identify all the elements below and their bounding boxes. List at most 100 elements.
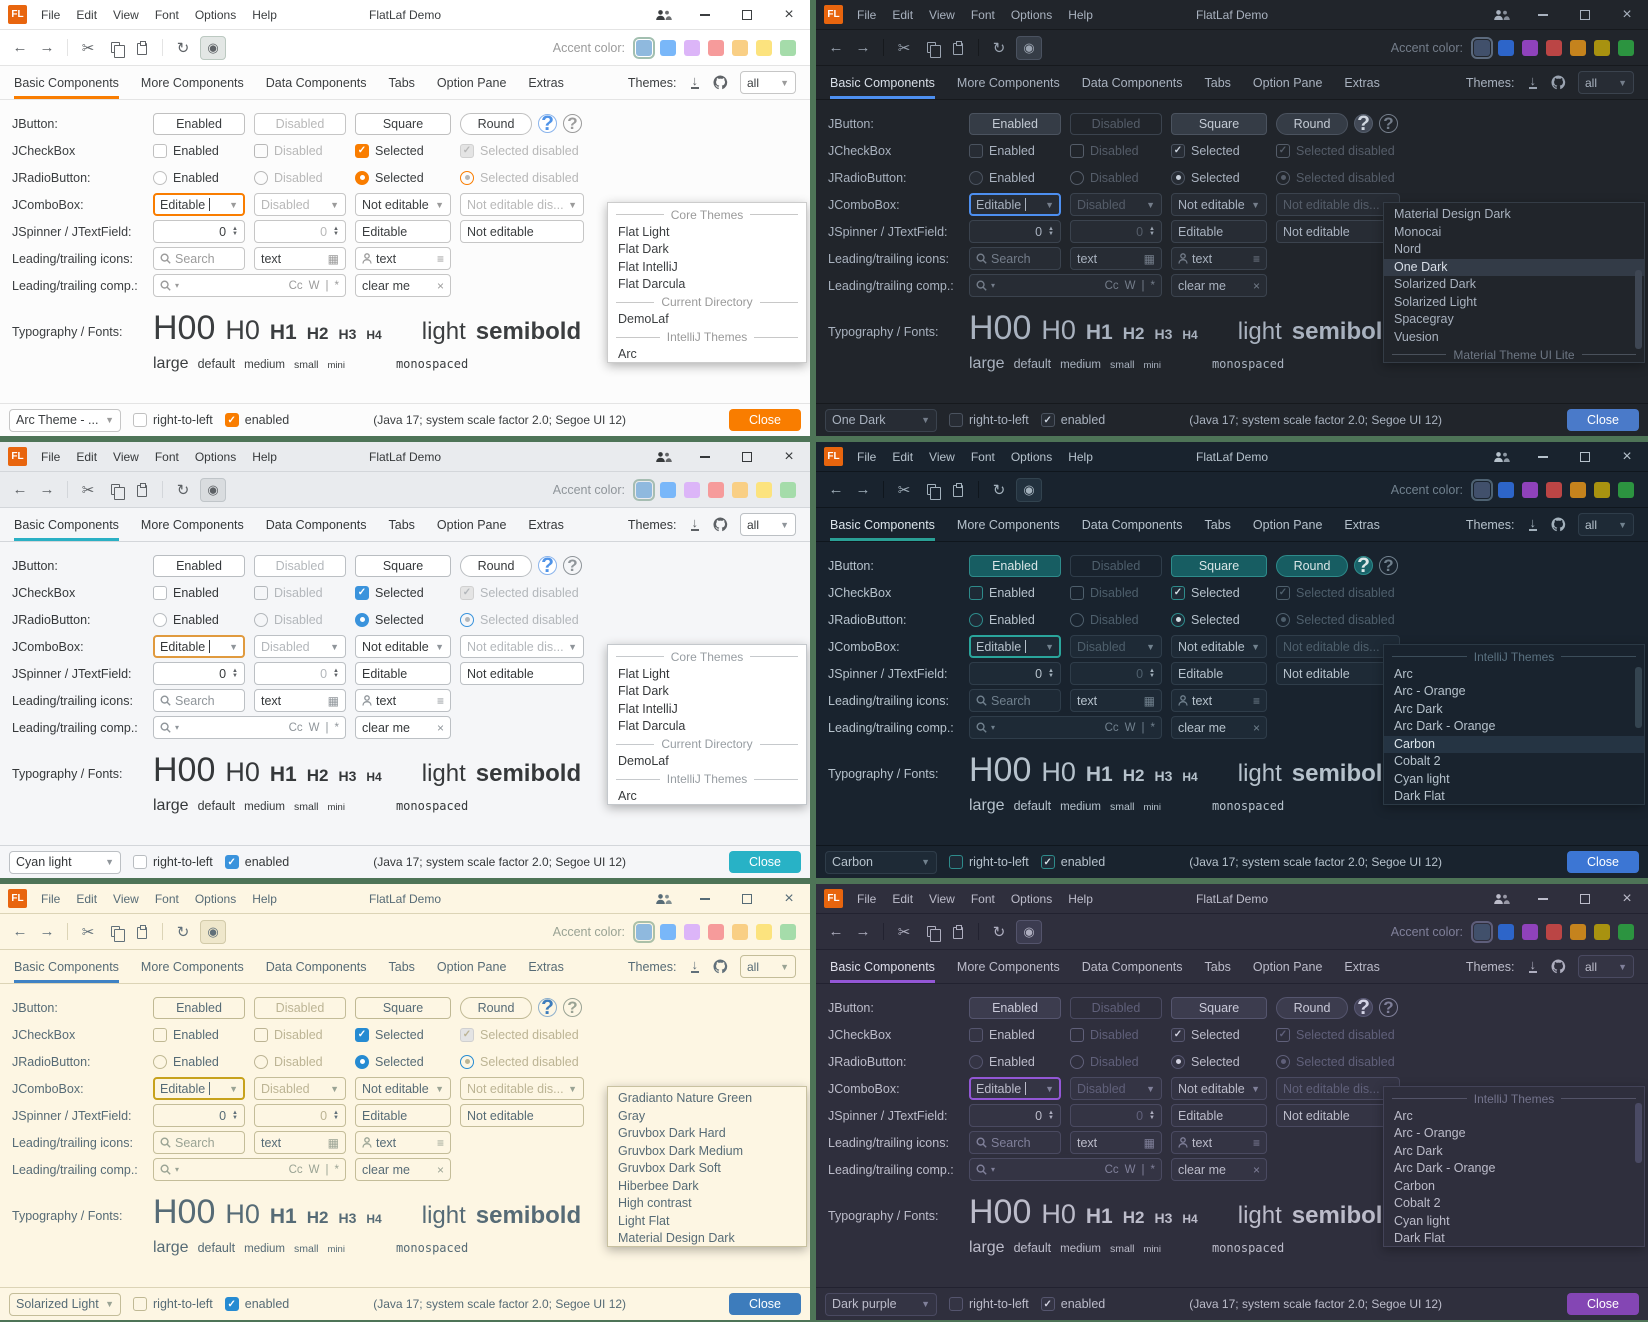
minimize-button[interactable]	[684, 442, 726, 471]
radio-enabled[interactable]: Enabled	[153, 170, 245, 185]
accent-swatch-5[interactable]	[1570, 39, 1586, 56]
editable-textfield[interactable]	[1171, 220, 1267, 243]
theme-list-item[interactable]: Spacegray	[1394, 312, 1454, 326]
accent-swatch-4[interactable]	[1546, 481, 1562, 498]
square-button[interactable]: Square	[1171, 554, 1267, 577]
theme-list-item[interactable]: Arc	[1394, 1108, 1413, 1123]
enabled-checkbox[interactable]: enabled	[1040, 413, 1105, 427]
round-button[interactable]: Round	[1276, 554, 1348, 577]
accent-swatch-1[interactable]	[633, 478, 655, 501]
search-input[interactable]	[175, 693, 238, 708]
tab-basic-components[interactable]: Basic Components	[14, 508, 119, 541]
chevron-down-icon[interactable]: ▾	[991, 723, 996, 732]
users-icon[interactable]	[1480, 884, 1522, 913]
right-to-left-checkbox[interactable]: right-to-left	[949, 1297, 1029, 1311]
enabled-button[interactable]: Enabled	[153, 554, 245, 577]
users-icon[interactable]	[1480, 442, 1522, 471]
chevron-down-icon[interactable]: ▾	[991, 1165, 996, 1174]
copy-icon[interactable]	[105, 920, 125, 944]
paste-icon[interactable]	[948, 478, 968, 502]
editable-textfield-input[interactable]	[362, 666, 444, 681]
clear-icon[interactable]: ×	[1252, 278, 1260, 293]
clear-me-input[interactable]	[1178, 278, 1249, 293]
chevron-down-icon[interactable]: ▼	[229, 641, 238, 652]
checkbox-enabled[interactable]: Enabled	[969, 1027, 1061, 1042]
spinner-arrows-icon[interactable]: ▲ ▼	[232, 1109, 238, 1121]
theme-list-item[interactable]: Flat IntelliJ	[618, 259, 678, 274]
regex-toggle[interactable]: *	[334, 721, 339, 734]
menu-font[interactable]: Font	[970, 449, 995, 464]
radio-enabled[interactable]: Enabled	[153, 1054, 245, 1069]
clear-icon[interactable]: ×	[436, 720, 444, 735]
chevron-down-icon[interactable]: ▾	[175, 723, 180, 732]
close-window-button[interactable]: ×	[1622, 889, 1632, 907]
calendar-grid-icon[interactable]: ▦	[327, 251, 339, 266]
clear-me-field[interactable]: ×	[1171, 1158, 1267, 1181]
chevron-down-icon[interactable]: ▼	[1251, 1083, 1260, 1094]
menu-options[interactable]: Options	[194, 449, 237, 464]
text-input[interactable]	[1192, 1135, 1249, 1150]
back-button[interactable]: ←	[12, 39, 28, 56]
right-to-left-checkbox[interactable]: right-to-left	[133, 1297, 213, 1311]
round-button[interactable]: Round	[460, 996, 532, 1019]
chevron-down-icon[interactable]: ▾	[991, 281, 996, 290]
accent-swatch-2[interactable]	[660, 923, 676, 940]
refresh-button[interactable]: ↻	[992, 481, 1006, 499]
search-field[interactable]	[153, 1131, 245, 1154]
clear-me-field[interactable]: ×	[355, 1158, 451, 1181]
download-icon[interactable]: ↓	[690, 957, 699, 973]
whole-word-toggle[interactable]: W	[308, 1163, 320, 1176]
paste-icon[interactable]	[132, 36, 152, 60]
menu-options[interactable]: Options	[194, 7, 237, 22]
minimize-button[interactable]	[1522, 884, 1564, 913]
tab-tabs[interactable]: Tabs	[388, 517, 415, 532]
help-button-secondary[interactable]: ?	[1379, 998, 1398, 1017]
text-field-user[interactable]: ≡	[355, 1131, 451, 1154]
accent-swatch-1[interactable]	[1471, 36, 1493, 59]
calendar-grid-icon[interactable]: ▦	[327, 1135, 339, 1150]
window-titlebar[interactable]: FL File Edit View Font Options Help FlatLaf D…	[816, 442, 1648, 472]
tab-basic-components[interactable]: Basic Components	[14, 950, 119, 983]
tab-data-components[interactable]: Data Components	[265, 517, 367, 532]
editable-combobox[interactable]: Editable ▼	[969, 635, 1061, 658]
text-input[interactable]	[1077, 251, 1140, 266]
search-field[interactable]	[969, 247, 1061, 270]
text-input[interactable]	[376, 251, 433, 266]
minimize-button[interactable]	[684, 0, 726, 29]
theme-list-item[interactable]: Flat Light	[618, 666, 670, 681]
round-button[interactable]: Round	[1276, 112, 1348, 135]
chevron-down-icon[interactable]: ▼	[435, 1083, 444, 1094]
clear-icon[interactable]: ×	[1252, 1162, 1260, 1177]
regex-toggle[interactable]: *	[1150, 721, 1155, 734]
accent-swatch-4[interactable]	[1546, 39, 1562, 56]
paste-icon[interactable]	[132, 920, 152, 944]
theme-list-item[interactable]: Arc Dark - Orange	[1394, 719, 1496, 733]
tab-basic-components[interactable]: Basic Components	[830, 508, 935, 541]
copy-icon[interactable]	[921, 36, 941, 60]
copy-icon[interactable]	[921, 920, 941, 944]
accent-swatch-7[interactable]	[780, 923, 796, 940]
checkbox-enabled[interactable]: Enabled	[153, 1027, 245, 1042]
list-icon[interactable]: ≡	[1252, 251, 1260, 266]
theme-list-item[interactable]: Cyan light	[1394, 771, 1450, 786]
tab-more-components[interactable]: More Components	[140, 959, 244, 974]
cut-icon[interactable]: ✂	[81, 481, 95, 499]
accent-swatch-4[interactable]	[708, 923, 724, 940]
accent-swatch-7[interactable]	[1618, 481, 1634, 498]
search-field-with-options[interactable]: ▾ Cc W | *	[153, 716, 346, 739]
menu-font[interactable]: Font	[154, 449, 179, 464]
search-field[interactable]	[969, 1131, 1061, 1154]
close-dialog-button[interactable]: Close	[729, 851, 801, 873]
checkbox-selected[interactable]: Selected	[355, 585, 451, 600]
theme-filter-combo[interactable]: all ▼	[740, 71, 796, 94]
accent-swatch-2[interactable]	[1498, 39, 1514, 56]
theme-filter-combo[interactable]: all ▼	[740, 955, 796, 978]
menu-options[interactable]: Options	[1010, 7, 1053, 22]
radio-selected[interactable]: Selected	[355, 170, 451, 185]
spinner-arrows-icon[interactable]: ▲ ▼	[1048, 225, 1054, 237]
theme-list-item[interactable]: High contrast	[618, 1196, 692, 1210]
whole-word-toggle[interactable]: W	[308, 279, 320, 292]
copy-icon[interactable]	[105, 36, 125, 60]
tab-tabs[interactable]: Tabs	[388, 959, 415, 974]
tab-more-components[interactable]: More Components	[956, 959, 1060, 974]
